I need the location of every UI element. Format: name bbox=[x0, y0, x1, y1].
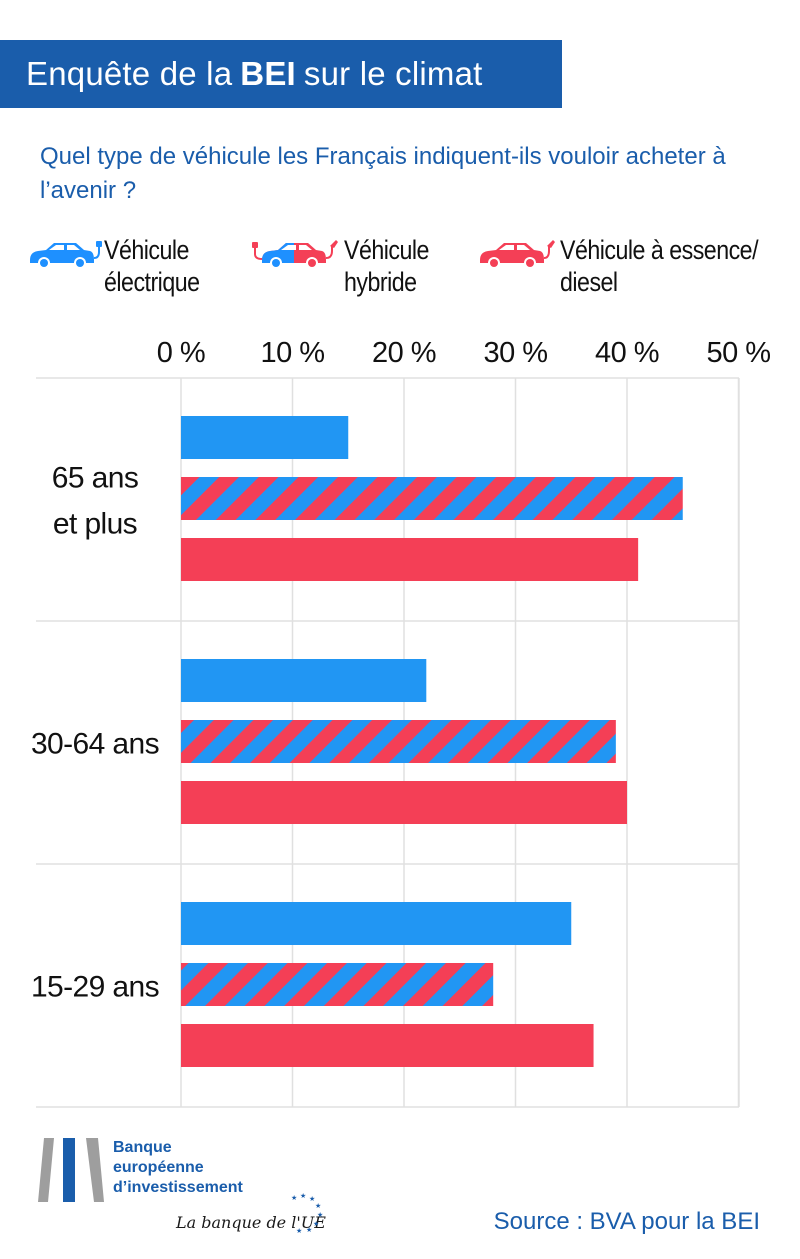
title-pre: Enquête de la bbox=[26, 55, 233, 92]
legend-label-fuel: Véhicule à essence/ diesel bbox=[560, 235, 759, 297]
bar-fuel bbox=[181, 781, 627, 824]
x-tick-label: 10 % bbox=[260, 337, 324, 369]
bank-name: Banque européenne d’investissement bbox=[113, 1138, 243, 1198]
x-tick-label: 20 % bbox=[372, 337, 436, 369]
title-post: sur le climat bbox=[303, 55, 483, 92]
hybrid-car-icon bbox=[252, 240, 338, 269]
bar-electric bbox=[181, 902, 572, 945]
bar-fuel bbox=[181, 1024, 594, 1067]
bank-name-line: Banque bbox=[113, 1139, 172, 1156]
legend-fuel: Véhicule à essence/ diesel bbox=[478, 234, 790, 298]
bar-electric bbox=[181, 416, 349, 459]
bar-hybrid bbox=[181, 477, 683, 520]
x-tick-label: 50 % bbox=[706, 337, 770, 369]
legend-electric: Véhicule électrique bbox=[26, 234, 215, 298]
svg-text:★: ★ bbox=[315, 1202, 321, 1210]
legend-label-electric: Véhicule électrique bbox=[104, 235, 200, 297]
svg-text:★: ★ bbox=[300, 1192, 306, 1200]
category-label: 15-29 ans bbox=[31, 971, 159, 1004]
legend-label-hybrid: Véhicule hybride bbox=[344, 235, 429, 297]
category-label: et plus bbox=[53, 508, 137, 541]
bar-electric bbox=[181, 659, 427, 702]
electric-car-icon bbox=[30, 241, 102, 269]
fuel-car-icon bbox=[480, 240, 555, 269]
bar-chart: 0 % 10 % 20 % 30 % 40 % 50 % 65 ans et plus 30-… bbox=[31, 337, 771, 1108]
svg-text:★: ★ bbox=[291, 1194, 297, 1202]
category-label: 30-64 ans bbox=[31, 728, 159, 761]
eu-stars-icon: ★ ★★ ★★★ ★★ bbox=[291, 1192, 323, 1234]
category-label: 65 ans bbox=[52, 462, 138, 495]
title-bold: BEI bbox=[240, 55, 296, 92]
bar-fuel bbox=[181, 538, 639, 581]
svg-text:★: ★ bbox=[306, 1226, 312, 1234]
svg-text:★: ★ bbox=[317, 1211, 323, 1219]
x-tick-label: 0 % bbox=[157, 337, 205, 369]
svg-text:★: ★ bbox=[296, 1227, 302, 1234]
x-tick-label: 40 % bbox=[595, 337, 659, 369]
eib-logo-icon bbox=[38, 1138, 104, 1202]
legend-hybrid: Véhicule hybride bbox=[250, 234, 443, 298]
bank-name-line: européenne bbox=[113, 1159, 204, 1176]
bar-hybrid bbox=[181, 963, 494, 1006]
svg-text:★: ★ bbox=[313, 1220, 319, 1228]
bank-name-line: d’investissement bbox=[113, 1179, 243, 1196]
title-bar: Enquête de la BEI sur le climat bbox=[0, 40, 562, 108]
svg-text:★: ★ bbox=[309, 1195, 315, 1203]
source-note: Source : BVA pour la BEI bbox=[493, 1208, 760, 1235]
x-tick-label: 30 % bbox=[483, 337, 547, 369]
bar-hybrid bbox=[181, 720, 616, 763]
chart-question: Quel type de véhicule les Français indiq… bbox=[40, 143, 726, 204]
tagline: La banque de l'UE bbox=[176, 1213, 326, 1232]
